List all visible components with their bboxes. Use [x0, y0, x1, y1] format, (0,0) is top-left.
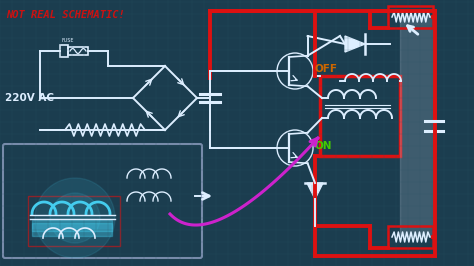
Text: 220V AC: 220V AC — [5, 93, 54, 103]
Circle shape — [35, 178, 115, 258]
Text: NOT REAL SCHEMATIC!: NOT REAL SCHEMATIC! — [6, 10, 125, 20]
Bar — [32, 220, 112, 236]
Bar — [68, 47, 88, 55]
Bar — [388, 226, 433, 248]
Text: FUSE: FUSE — [62, 38, 74, 43]
Circle shape — [50, 193, 100, 243]
Bar — [400, 16, 435, 236]
Bar — [28, 196, 120, 246]
Bar — [388, 6, 433, 28]
Polygon shape — [307, 183, 323, 199]
Polygon shape — [345, 36, 365, 52]
FancyBboxPatch shape — [3, 144, 202, 258]
Bar — [60, 45, 68, 57]
Text: ON: ON — [315, 141, 332, 151]
Bar — [320, 76, 400, 156]
Bar — [32, 223, 112, 231]
Text: OFF: OFF — [315, 64, 338, 74]
